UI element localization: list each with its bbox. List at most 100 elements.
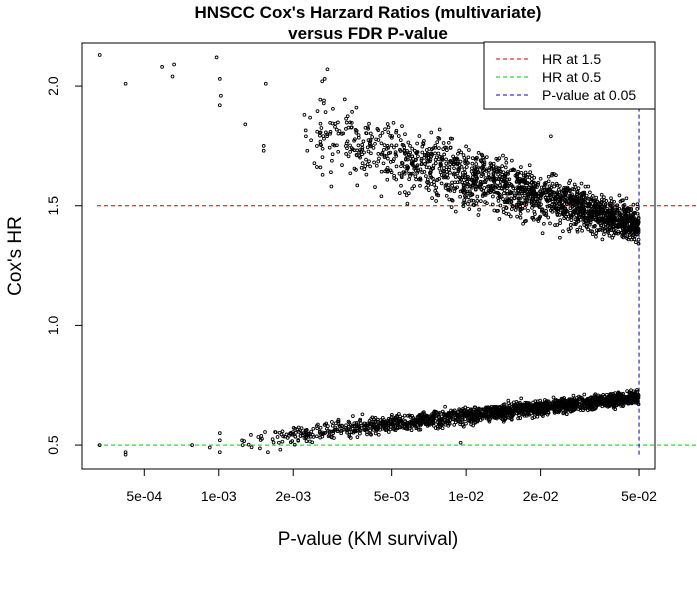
data-point (517, 413, 521, 417)
x-tick-label-4: 5e-03 (374, 488, 410, 504)
data-point (621, 218, 626, 223)
data-point (504, 409, 508, 414)
data-point (497, 404, 502, 409)
data-point (464, 421, 468, 426)
data-point (367, 159, 371, 164)
data-point (620, 400, 625, 405)
data-point (634, 222, 639, 227)
data-point (308, 115, 312, 120)
data-point (459, 164, 464, 169)
data-point (430, 418, 435, 423)
data-point (533, 399, 538, 404)
data-point (561, 405, 566, 410)
data-point (508, 214, 513, 219)
data-point (562, 397, 566, 402)
data-point (433, 161, 438, 166)
data-point (575, 398, 580, 403)
data-point (436, 193, 441, 198)
data-point (271, 440, 276, 445)
data-point (632, 211, 637, 215)
data-point (404, 156, 408, 161)
data-point (564, 202, 569, 206)
data-point (369, 417, 373, 421)
data-point (296, 425, 301, 430)
data-point (547, 203, 552, 208)
data-point (593, 217, 598, 222)
data-point (453, 415, 458, 420)
data-point (594, 231, 599, 236)
data-point (615, 203, 619, 208)
data-point (302, 436, 307, 440)
data-point (402, 190, 407, 194)
data-point (588, 396, 592, 400)
data-point (457, 407, 462, 412)
data-point (327, 145, 332, 150)
data-point (486, 172, 491, 177)
data-point (471, 409, 475, 414)
data-point (368, 431, 373, 436)
data-point (475, 176, 480, 181)
data-point (618, 213, 623, 218)
data-point (515, 406, 520, 410)
data-point (330, 429, 335, 434)
data-point (371, 428, 376, 432)
data-point (527, 163, 532, 168)
data-point (518, 196, 522, 201)
data-point (508, 416, 513, 420)
data-point (402, 413, 407, 418)
data-point (576, 404, 580, 409)
data-point (330, 152, 335, 157)
data-point (470, 183, 475, 188)
data-point (447, 197, 452, 202)
data-point (484, 178, 489, 182)
legend-entry-1: HR at 1.5 (542, 51, 601, 67)
data-point (629, 237, 634, 242)
data-point (396, 134, 401, 138)
data-point (509, 191, 513, 196)
data-point (617, 398, 621, 403)
y-axis: 0.5 1.0 1.5 2.0 (45, 76, 82, 455)
data-point (616, 391, 621, 396)
data-point (556, 207, 561, 212)
data-point (590, 232, 595, 237)
data-point (438, 154, 442, 159)
data-point (618, 199, 623, 204)
data-point (578, 192, 583, 196)
data-point (499, 186, 504, 190)
data-point (379, 152, 384, 157)
data-point (364, 172, 369, 177)
data-point (473, 171, 477, 175)
data-point (340, 163, 344, 167)
data-point (492, 410, 497, 415)
data-point (442, 166, 446, 170)
data-point (288, 440, 293, 445)
data-point (401, 421, 405, 425)
data-point (635, 207, 640, 211)
data-point (360, 142, 365, 147)
data-point (309, 429, 314, 434)
data-point (591, 398, 596, 403)
data-point (370, 135, 375, 139)
data-point (490, 413, 495, 418)
data-point (217, 438, 222, 443)
data-point (365, 162, 370, 167)
data-point (330, 423, 335, 428)
data-point (553, 403, 558, 408)
data-point (360, 161, 365, 166)
data-point (614, 403, 619, 408)
data-point (452, 423, 457, 427)
data-point (352, 166, 357, 171)
data-point (522, 201, 527, 206)
data-point (219, 93, 223, 98)
data-point (463, 417, 468, 421)
y-axis-label: Cox's HR (5, 216, 26, 296)
data-point (504, 156, 508, 161)
data-point (553, 197, 558, 202)
data-point (298, 434, 303, 438)
data-point (558, 199, 563, 204)
data-point (431, 423, 436, 428)
data-point (466, 155, 471, 160)
data-point (512, 193, 517, 198)
data-point (416, 169, 420, 173)
data-point (293, 434, 298, 439)
